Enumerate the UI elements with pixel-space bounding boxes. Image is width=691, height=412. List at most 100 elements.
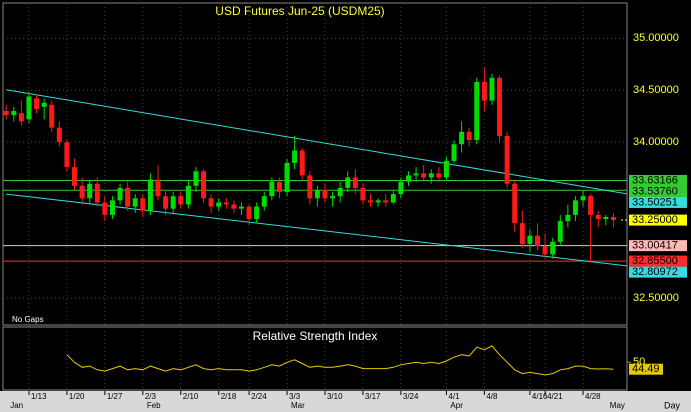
candle-body: [185, 185, 191, 205]
candle-body: [345, 177, 351, 188]
x-tick-label: 4/21: [547, 392, 563, 401]
candle-body: [588, 196, 594, 215]
price-label-bg: [629, 196, 687, 208]
candle-body: [368, 200, 374, 203]
x-tick-label: 1/13: [31, 392, 47, 401]
candle-body: [413, 173, 419, 176]
candle-body: [231, 204, 237, 209]
candle-body: [72, 167, 78, 186]
month-label: May: [610, 401, 625, 410]
price-label-bg: [629, 266, 687, 278]
month-label: Jan: [10, 401, 23, 410]
rsi-label-bg: [629, 363, 663, 375]
rsi-panel: [2, 326, 628, 391]
candle-body: [94, 183, 100, 203]
candle-body: [352, 177, 358, 188]
x-tick-label: 4/16: [532, 392, 548, 401]
candle-body: [117, 187, 123, 201]
candle-body: [527, 235, 533, 244]
trendline: [6, 193, 628, 267]
x-tick-label: 3/10: [327, 392, 343, 401]
price-label: 33.00417: [632, 240, 678, 252]
y-tick-label: 34.50000: [633, 84, 679, 96]
candle-body: [314, 189, 320, 199]
candle-body: [132, 198, 138, 207]
candle-body: [557, 221, 563, 242]
candle-body: [163, 196, 169, 209]
price-label: 33.25000: [632, 214, 678, 226]
candle-body: [56, 127, 62, 143]
candle-body: [79, 185, 85, 199]
price-label-bg: [629, 185, 687, 197]
rsi-line: [66, 345, 614, 376]
candle-body: [580, 196, 586, 201]
candle-body: [383, 200, 389, 203]
candle-body: [216, 202, 222, 207]
period: Day: [664, 400, 681, 410]
candle-body: [550, 241, 556, 255]
candle-body: [208, 198, 214, 207]
candle-body: [3, 111, 9, 116]
candle-body: [178, 196, 184, 205]
candle-body: [519, 223, 525, 244]
candle-body: [140, 198, 146, 211]
candle-body: [443, 160, 449, 178]
candle-body: [254, 206, 260, 220]
price-label: 33.53760: [632, 185, 678, 197]
y-tick-label: 34.00000: [633, 136, 679, 148]
month-label: Feb: [147, 401, 161, 410]
candle-body: [11, 111, 17, 116]
candle-body: [451, 144, 457, 161]
candle-body: [535, 235, 540, 247]
chart-title: USD Futures Jun-25 (USDM25): [215, 4, 384, 18]
candle-body: [565, 214, 571, 222]
candle-body: [330, 196, 336, 199]
candle-body: [238, 206, 244, 209]
candle-body: [603, 216, 609, 220]
x-tick-label: 4/28: [585, 392, 601, 401]
candle-body: [610, 216, 616, 221]
x-tick-label: 2/18: [221, 392, 237, 401]
x-tick-label: 4/1: [448, 392, 460, 401]
month-label: Apr: [450, 401, 463, 410]
candle-body: [34, 98, 40, 109]
price-label: 32.80972: [632, 266, 678, 278]
candle-body: [292, 150, 298, 163]
candle-body: [360, 187, 366, 201]
price-panel: [2, 2, 628, 326]
candle-body: [307, 175, 313, 199]
candle-body: [572, 200, 578, 215]
x-tick-label: 2/24: [251, 392, 267, 401]
price-label: 33.50251: [632, 196, 678, 208]
candle-body: [155, 179, 161, 197]
candle-body: [322, 189, 328, 199]
x-tick-label: 2/10: [183, 392, 199, 401]
candle-body: [201, 171, 207, 199]
price-label-bg: [629, 240, 687, 252]
candle-body: [276, 181, 282, 193]
candle-body: [147, 179, 153, 211]
candle-body: [284, 162, 290, 193]
candle-body: [246, 206, 252, 220]
candle-body: [18, 113, 24, 122]
date-axis: [0, 391, 691, 412]
candle-body: [489, 77, 495, 101]
candle-body: [459, 131, 465, 145]
candle-body: [41, 102, 47, 107]
candle-body: [102, 202, 108, 215]
candle-body: [375, 200, 381, 203]
candle-body: [193, 171, 199, 186]
candle-body: [109, 200, 115, 215]
candle-body: [398, 181, 404, 195]
month-label: Mar: [291, 401, 305, 410]
y-tick-label: 35.00000: [633, 32, 679, 44]
x-tick-label: 2/3: [145, 392, 157, 401]
candle-body: [421, 173, 427, 178]
candle-body: [474, 81, 480, 141]
price-label: 33.63166: [632, 174, 678, 186]
price-label: 32.85500: [632, 255, 678, 267]
rsi-label: 44.49: [632, 363, 660, 375]
candle-body: [595, 214, 601, 220]
price-label-bg: [629, 214, 687, 226]
